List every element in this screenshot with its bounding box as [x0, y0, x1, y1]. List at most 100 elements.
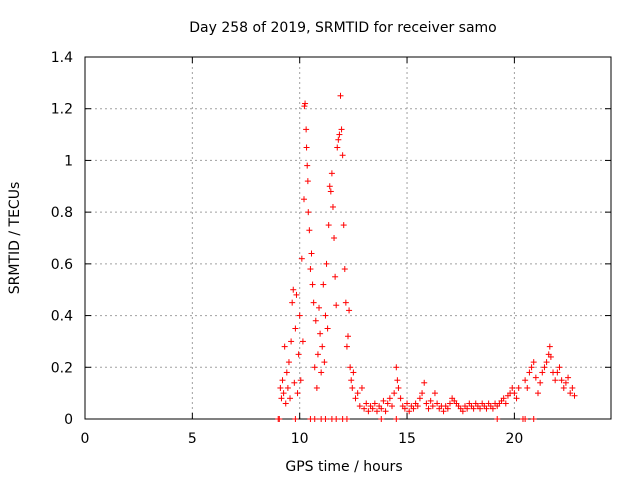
data-point: [414, 403, 421, 410]
data-point: [314, 351, 321, 358]
data-point: [446, 400, 453, 407]
plot-frame: [84, 56, 612, 420]
data-point: [327, 188, 334, 195]
data-point: [325, 222, 332, 229]
y-tick-label: 1.4: [51, 50, 73, 66]
data-point: [354, 390, 361, 397]
data-point: [313, 384, 320, 391]
data-point: [287, 395, 294, 402]
data-point: [288, 338, 295, 345]
data-point: [349, 384, 356, 391]
data-point: [291, 379, 298, 386]
data-point: [292, 416, 299, 422]
data-point: [311, 416, 318, 422]
y-tick-label: 0: [64, 412, 73, 428]
data-point: [316, 304, 323, 311]
data-point: [365, 408, 372, 415]
data-point: [380, 397, 387, 404]
data-point: [464, 405, 471, 412]
data-point: [397, 395, 404, 402]
data-point: [310, 299, 317, 306]
data-point: [358, 384, 365, 391]
data-point: [530, 359, 537, 366]
data-point: [302, 100, 309, 107]
data-point: [328, 170, 335, 177]
data-point: [391, 390, 398, 397]
data-point: [337, 92, 344, 99]
data-points: [275, 92, 578, 422]
data-point: [308, 250, 315, 257]
data-point: [319, 343, 326, 350]
data-point: [343, 343, 350, 350]
data-point: [562, 379, 569, 386]
data-point: [331, 235, 338, 241]
data-point: [369, 405, 376, 412]
data-point: [558, 377, 565, 384]
data-point: [338, 126, 345, 133]
data-point: [423, 400, 430, 407]
data-point: [425, 405, 432, 412]
data-point: [543, 359, 550, 366]
data-point: [511, 390, 518, 397]
data-point: [431, 390, 438, 397]
data-point: [276, 416, 283, 422]
y-tick-label: 0.6: [51, 257, 73, 273]
data-point: [524, 384, 531, 391]
data-point: [535, 390, 542, 397]
x-tick-label: 20: [505, 431, 523, 447]
data-point: [322, 416, 329, 422]
data-point: [567, 390, 574, 397]
data-point: [404, 400, 411, 407]
data-point: [378, 416, 385, 422]
data-point: [532, 374, 539, 381]
data-point: [382, 408, 389, 415]
data-point: [502, 400, 509, 407]
data-point: [303, 144, 310, 151]
data-point: [283, 369, 290, 376]
data-point: [300, 196, 307, 203]
data-point: [363, 400, 370, 407]
data-point: [335, 136, 342, 143]
data-point: [394, 377, 401, 384]
data-point: [277, 384, 284, 391]
data-point: [444, 405, 451, 412]
data-point: [560, 384, 567, 391]
data-point: [303, 126, 310, 133]
data-point: [416, 395, 423, 402]
data-point: [297, 377, 304, 384]
data-point: [429, 403, 436, 410]
y-tick-label: 0.4: [51, 309, 73, 325]
data-point: [284, 384, 291, 391]
y-tick-label: 1.2: [51, 102, 73, 118]
data-point: [528, 364, 535, 371]
data-point: [569, 384, 576, 391]
data-point: [322, 312, 329, 319]
data-point: [494, 416, 501, 422]
data-point: [547, 353, 554, 360]
x-tick-label: 0: [81, 431, 90, 447]
data-point: [334, 144, 341, 151]
data-point: [565, 374, 572, 381]
data-point: [323, 260, 330, 267]
data-point: [301, 103, 308, 110]
data-point: [395, 384, 402, 391]
data-point: [530, 416, 537, 422]
data-point: [410, 405, 417, 412]
data-point: [296, 312, 303, 319]
data-point: [440, 408, 447, 415]
data-point: [321, 359, 328, 366]
data-point: [305, 209, 312, 216]
data-point: [470, 405, 477, 412]
data-point: [304, 178, 311, 185]
x-tick-label: 15: [398, 431, 416, 447]
data-point: [539, 369, 546, 376]
data-point: [489, 405, 496, 412]
x-tick-label: 5: [188, 431, 197, 447]
data-point: [500, 395, 507, 402]
data-point: [333, 302, 340, 309]
data-point: [427, 397, 434, 404]
data-point: [477, 405, 484, 412]
data-point: [282, 400, 289, 407]
data-point: [347, 364, 354, 371]
data-point: [339, 152, 346, 159]
